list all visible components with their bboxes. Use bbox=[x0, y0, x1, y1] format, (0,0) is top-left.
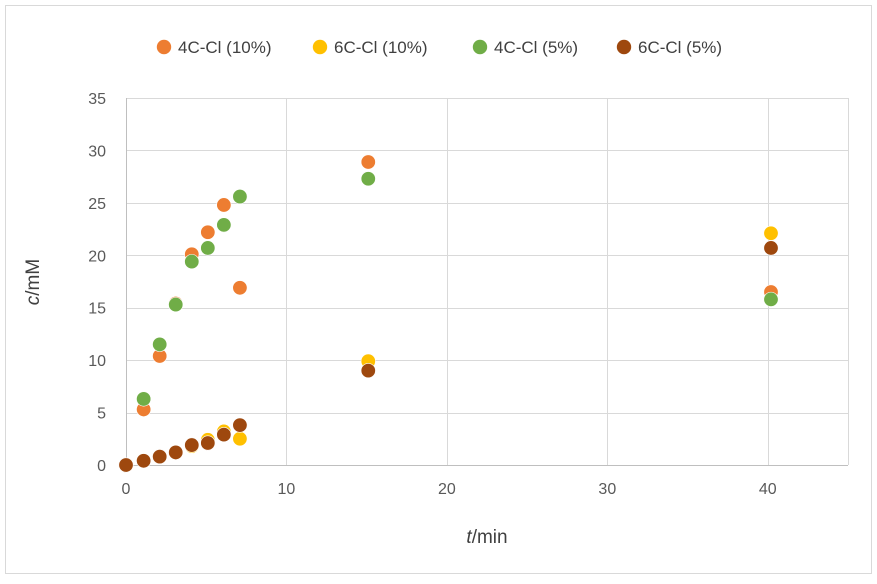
data-point bbox=[216, 217, 232, 233]
y-axis-var: c bbox=[23, 295, 44, 305]
legend-label: 4C-Cl (10%) bbox=[178, 38, 272, 57]
legend-item: 6C-Cl (10%) bbox=[312, 38, 428, 57]
legend-label: 4C-Cl (5%) bbox=[494, 38, 578, 57]
legend-marker bbox=[156, 39, 172, 55]
data-point bbox=[216, 427, 232, 443]
data-point bbox=[184, 437, 200, 453]
data-point bbox=[763, 291, 779, 307]
chart-border bbox=[5, 5, 872, 574]
y-tick-label: 30 bbox=[88, 143, 106, 160]
x-tick-label: 40 bbox=[759, 481, 777, 498]
data-point bbox=[136, 391, 152, 407]
y-tick-label: 25 bbox=[88, 196, 106, 213]
legend-label: 6C-Cl (10%) bbox=[334, 38, 428, 57]
data-point bbox=[232, 280, 248, 296]
data-point bbox=[200, 224, 216, 240]
data-point bbox=[763, 240, 779, 256]
data-point bbox=[232, 431, 248, 447]
legend-marker bbox=[472, 39, 488, 55]
legend-item: 4C-Cl (5%) bbox=[472, 38, 578, 57]
gridlines bbox=[126, 98, 849, 465]
data-point bbox=[168, 444, 184, 460]
data-point bbox=[360, 171, 376, 187]
data-point bbox=[184, 254, 200, 270]
data-point bbox=[232, 417, 248, 433]
tick-labels: 0 10 20 30 40 0 5 10 15 20 25 30 35 bbox=[88, 91, 777, 498]
data-point bbox=[232, 189, 248, 205]
x-tick-label: 20 bbox=[438, 481, 456, 498]
data-point bbox=[152, 336, 168, 352]
data-point bbox=[200, 240, 216, 256]
data-point bbox=[216, 197, 232, 213]
legend-item: 4C-Cl (10%) bbox=[156, 38, 272, 57]
legend-label: 6C-Cl (5%) bbox=[638, 38, 722, 57]
axes bbox=[126, 98, 848, 466]
y-tick-label: 0 bbox=[97, 458, 106, 475]
data-point bbox=[168, 297, 184, 313]
legend-item: 6C-Cl (5%) bbox=[616, 38, 722, 57]
x-axis-var: t bbox=[466, 527, 472, 548]
y-axis-title: c/mM bbox=[23, 259, 44, 305]
y-tick-label: 15 bbox=[88, 301, 106, 318]
legend-marker bbox=[616, 39, 632, 55]
legend: 4C-Cl (10%) 6C-Cl (10%) 4C-Cl (5%) 6C-Cl (5… bbox=[156, 38, 722, 57]
x-tick-label: 10 bbox=[278, 481, 296, 498]
series-4 bbox=[118, 240, 779, 473]
data-series bbox=[118, 154, 779, 473]
data-point bbox=[136, 453, 152, 469]
series-3 bbox=[118, 171, 779, 473]
data-point bbox=[360, 154, 376, 170]
data-point bbox=[200, 435, 216, 451]
x-tick-label: 0 bbox=[122, 481, 131, 498]
y-tick-label: 35 bbox=[88, 91, 106, 108]
data-point bbox=[360, 363, 376, 379]
data-point bbox=[763, 225, 779, 241]
y-tick-label: 20 bbox=[88, 248, 106, 265]
x-tick-label: 30 bbox=[598, 481, 616, 498]
y-tick-label: 10 bbox=[88, 353, 106, 370]
data-point bbox=[152, 449, 168, 465]
data-point bbox=[118, 457, 134, 473]
y-axis-unit: /mM bbox=[23, 259, 44, 296]
y-tick-label: 5 bbox=[97, 406, 106, 423]
x-axis-unit: /min bbox=[472, 527, 508, 548]
legend-marker bbox=[312, 39, 328, 55]
x-axis-title: t/min bbox=[466, 527, 507, 548]
